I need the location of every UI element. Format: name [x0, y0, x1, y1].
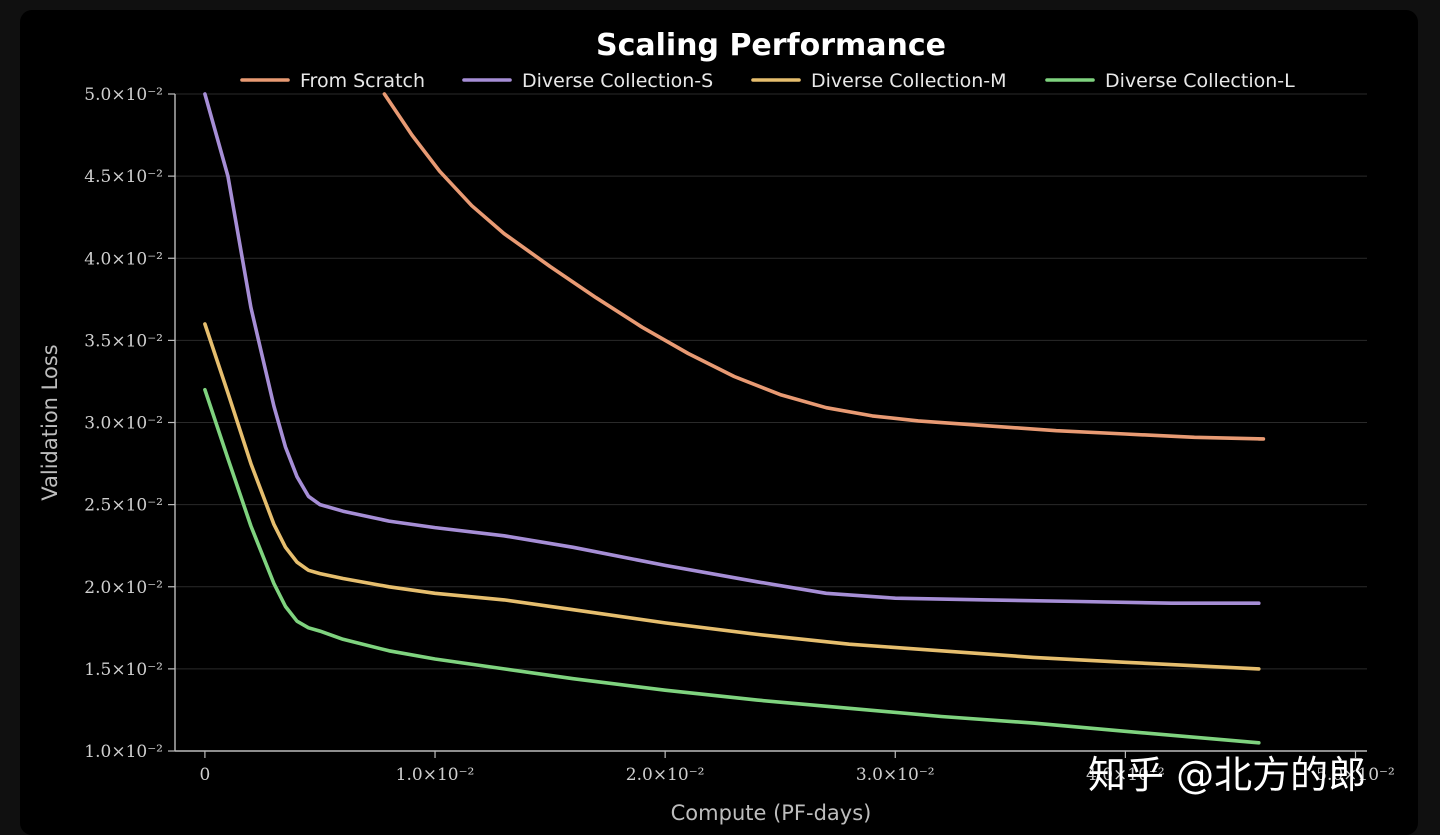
y-tick-label: 4.0×10⁻²: [84, 249, 163, 269]
legend-label: Diverse Collection-L: [1105, 70, 1295, 92]
x-tick-label: 2.0×10⁻²: [626, 765, 705, 785]
series-line: [382, 92, 1266, 441]
axes: 1.0×10⁻² 1.5×10⁻² 2.0×10⁻² 2.5×10⁻² 3.0×10⁻²…: [84, 85, 1395, 785]
series-line: [203, 387, 1261, 745]
series-line: [203, 92, 1261, 606]
y-tick-label: 2.5×10⁻²: [84, 496, 163, 516]
legend: From Scratch Diverse Collection-S Diverse …: [240, 70, 1295, 92]
chart-svg: Scaling Performance From Scratch Diverse …: [38, 28, 1395, 825]
x-tick-label: 5.0×10⁻²: [1316, 765, 1395, 785]
legend-label: From Scratch: [300, 70, 425, 92]
legend-label: Diverse Collection-M: [811, 70, 1007, 92]
legend-label: Diverse Collection-S: [522, 70, 713, 92]
y-tick-label: 5.0×10⁻²: [84, 85, 163, 105]
y-tick-label: 1.5×10⁻²: [84, 660, 163, 680]
watermark-text: 知乎 @北方的郎: [1088, 753, 1366, 797]
chart-frame: Scaling Performance From Scratch Diverse …: [20, 10, 1418, 835]
series-line: [203, 322, 1261, 671]
grid: [175, 93, 1367, 752]
x-tick-label: 4.0×10⁻²: [1086, 765, 1165, 785]
x-axis-label: Compute (PF-days): [671, 801, 872, 825]
y-tick-label: 4.5×10⁻²: [84, 167, 163, 187]
y-tick-label: 3.5×10⁻²: [84, 331, 163, 351]
y-tick-label: 1.0×10⁻²: [84, 742, 163, 762]
x-tick-label: 1.0×10⁻²: [396, 765, 475, 785]
plot-area: [203, 92, 1266, 745]
chart-title: Scaling Performance: [596, 28, 946, 63]
x-tick-label: 3.0×10⁻²: [856, 765, 935, 785]
y-tick-label: 2.0×10⁻²: [84, 578, 163, 598]
x-tick-label: 0: [200, 765, 211, 785]
y-tick-label: 3.0×10⁻²: [84, 414, 163, 434]
y-axis-label: Validation Loss: [38, 344, 62, 500]
